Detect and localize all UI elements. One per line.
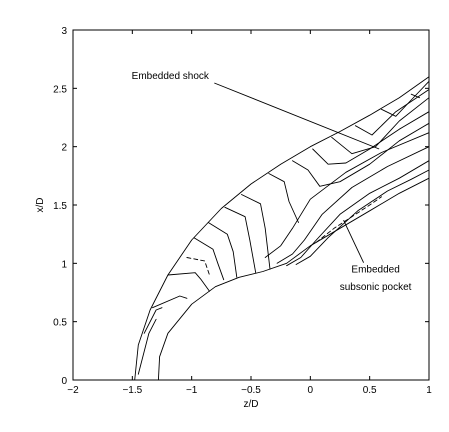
annotation-label: Embedded (351, 265, 399, 276)
y-tick-label: 3 (61, 26, 67, 37)
contour-line (193, 237, 225, 281)
annotation-leader-line (343, 219, 365, 263)
series-layer (134, 76, 430, 381)
annotation-leader-line (214, 82, 380, 150)
x-axis-label: z/D (244, 399, 259, 410)
contour-line (292, 122, 430, 187)
y-axis-label: x/D (35, 198, 46, 213)
x-tick-label: 0 (308, 385, 314, 396)
contour-line (410, 93, 420, 99)
contour-line (312, 111, 430, 165)
contour-line (143, 307, 163, 334)
contour-line (264, 132, 430, 258)
annotation-layer: Embedded shock Embedded subsonic pocket (132, 71, 412, 293)
sonic-contour-line (186, 257, 210, 276)
contour-line (224, 206, 257, 274)
contour-line (286, 160, 430, 267)
contour-line (167, 272, 210, 292)
y-tick-label: 0.5 (53, 318, 67, 329)
contour-line (381, 80, 430, 117)
y-tick-label: 2 (61, 143, 67, 154)
contour-line (331, 97, 430, 155)
y-tick-label: 1 (61, 259, 67, 270)
contour-line (295, 169, 430, 265)
x-tick-label: 0.5 (363, 385, 377, 396)
ticks-layer: −2 −1.5 −1 −0.5 0 0.5 1 0 0.5 1 1.5 2 2.5 3 (53, 26, 432, 396)
body-surface-line (157, 177, 430, 381)
annotation-label: Embedded shock (132, 71, 210, 82)
annotation-label: subsonic pocket (340, 282, 412, 293)
contour-line (207, 222, 238, 278)
y-tick-label: 2.5 (53, 84, 67, 95)
y-tick-label: 1.5 (53, 201, 67, 212)
contour-line (152, 295, 188, 309)
bow-shock-line (134, 76, 430, 381)
sonic-contour-line (315, 196, 382, 243)
contour-line (241, 194, 271, 270)
x-tick-label: −2 (67, 385, 79, 396)
x-tick-label: −1.5 (122, 385, 142, 396)
contour-line (137, 318, 157, 375)
x-tick-label: −1 (186, 385, 198, 396)
x-tick-label: −0.5 (241, 385, 261, 396)
contour-line (268, 173, 299, 223)
contour-line (354, 89, 430, 136)
x-tick-label: 1 (426, 385, 432, 396)
y-tick-label: 0 (61, 376, 67, 387)
contour-line (276, 146, 430, 264)
